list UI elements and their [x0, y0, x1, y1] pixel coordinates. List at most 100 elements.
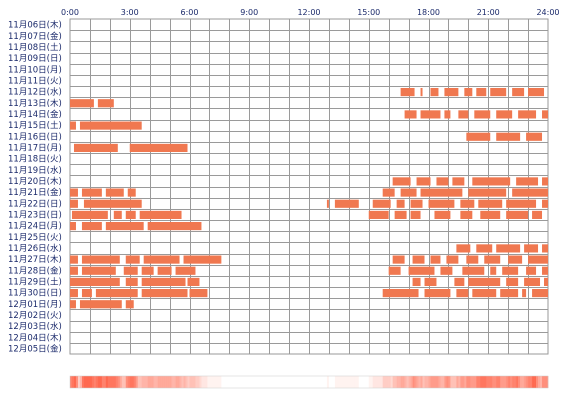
summary-cell — [450, 376, 453, 388]
activity-bar — [528, 255, 548, 264]
summary-cell — [281, 376, 284, 388]
summary-cell — [434, 376, 437, 388]
summary-cell — [213, 376, 216, 388]
activity-bar — [183, 255, 222, 264]
summary-cell — [422, 376, 425, 388]
activity-bar — [70, 188, 78, 197]
activity-bar — [408, 266, 435, 275]
summary-cell — [173, 376, 176, 388]
summary-cell — [338, 376, 342, 388]
activity-bar — [70, 266, 78, 275]
activity-bar — [524, 277, 541, 286]
summary-cell — [187, 376, 190, 388]
summary-cell — [203, 376, 206, 388]
activity-bar — [544, 277, 548, 286]
summary-cell — [277, 376, 280, 388]
summary-cell — [87, 376, 91, 388]
activity-bar — [542, 266, 548, 275]
summary-cell — [380, 376, 383, 388]
summary-cell — [247, 376, 250, 388]
activity-bar — [496, 110, 513, 119]
summary-cell — [259, 376, 262, 388]
summary-cell — [330, 376, 334, 388]
summary-cell — [287, 376, 290, 388]
summary-cell — [269, 376, 272, 388]
summary-cell — [227, 376, 230, 388]
summary-cell — [155, 376, 158, 388]
activity-bar — [452, 177, 465, 186]
summary-cell — [370, 376, 374, 388]
summary-cell — [181, 376, 184, 388]
activity-bar — [474, 110, 491, 119]
summary-cell — [462, 376, 465, 388]
summary-cell — [340, 376, 344, 388]
activity-bar — [460, 210, 473, 219]
summary-cell — [233, 376, 236, 388]
summary-cell — [109, 376, 113, 388]
summary-cell — [540, 376, 543, 388]
summary-cell — [183, 376, 186, 388]
summary-cell — [73, 376, 77, 388]
summary-cell — [412, 376, 415, 388]
summary-cell — [137, 376, 141, 388]
summary-cell — [326, 376, 330, 388]
summary-cell — [390, 376, 393, 388]
activity-bar — [392, 177, 411, 186]
activity-bar — [125, 300, 134, 309]
row-label: 12月04日(木) — [8, 332, 62, 343]
activity-bar — [125, 277, 138, 286]
summary-cell — [97, 376, 101, 388]
activity-bars — [70, 88, 548, 309]
activity-bar — [420, 110, 441, 119]
summary-cell — [167, 376, 170, 388]
summary-cell — [89, 376, 93, 388]
summary-cell — [135, 376, 139, 388]
row-label: 11月10日(月) — [8, 65, 62, 75]
summary-cell — [139, 376, 142, 388]
summary-cell — [113, 376, 117, 388]
summary-cell — [147, 376, 150, 388]
summary-cell — [163, 376, 166, 388]
activity-bar — [512, 188, 548, 197]
summary-cell — [414, 376, 417, 388]
summary-cell — [151, 376, 154, 388]
activity-bar — [522, 289, 527, 298]
summary-cell — [289, 376, 292, 388]
summary-cell — [257, 376, 260, 388]
summary-cell — [231, 376, 234, 388]
summary-cell — [209, 376, 212, 388]
activity-bar — [97, 99, 114, 108]
activity-bar — [412, 255, 425, 264]
summary-cell — [334, 376, 338, 388]
summary-cell — [484, 376, 487, 388]
summary-cell — [179, 376, 182, 388]
summary-cell — [424, 376, 427, 388]
summary-cell — [524, 376, 527, 388]
summary-cell — [386, 376, 389, 388]
activity-bar — [392, 255, 405, 264]
summary-cell — [448, 376, 451, 388]
summary-cell — [526, 376, 529, 388]
activity-bar — [468, 188, 507, 197]
activity-bar — [70, 255, 78, 264]
summary-cell — [354, 376, 358, 388]
activity-bar — [424, 277, 437, 286]
summary-cell — [404, 376, 407, 388]
summary-cell — [496, 376, 499, 388]
summary-cell — [372, 376, 376, 388]
activity-bar — [472, 289, 497, 298]
activity-bar — [95, 289, 138, 298]
activity-bar — [436, 177, 449, 186]
activity-bar — [506, 210, 529, 219]
activity-bar — [430, 255, 441, 264]
row-label: 11月30日(日) — [8, 289, 62, 299]
summary-cell — [107, 376, 111, 388]
activity-bar — [446, 255, 459, 264]
summary-cell — [464, 376, 467, 388]
activity-bar — [70, 300, 76, 309]
summary-cell — [77, 376, 81, 388]
x-tick-label: 18:00 — [417, 8, 440, 17]
summary-cell — [165, 376, 168, 388]
activity-bar — [410, 210, 421, 219]
activity-bar — [456, 289, 469, 298]
